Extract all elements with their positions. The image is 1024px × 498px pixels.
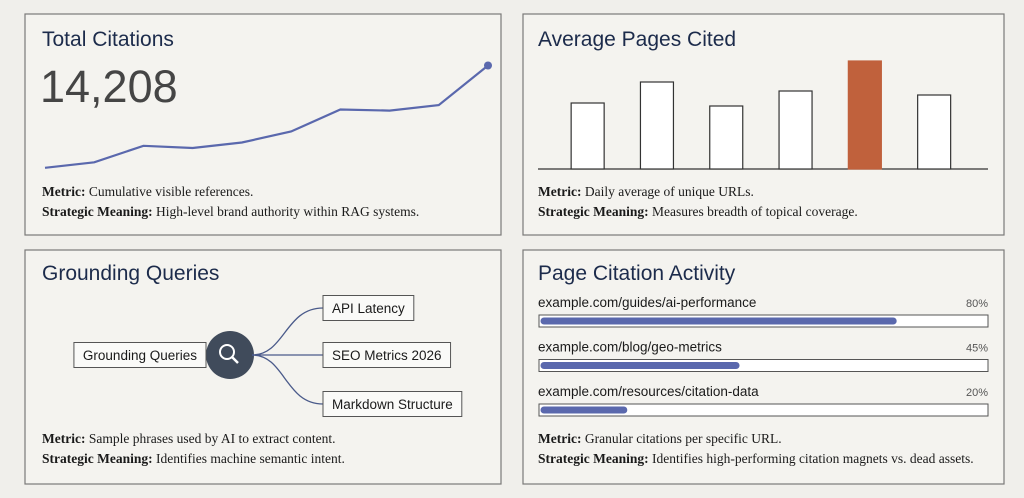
panel-title: Page Citation Activity <box>538 262 736 285</box>
url-label: example.com/resources/citation-data <box>538 384 759 399</box>
bar <box>709 105 744 170</box>
note-label: Metric: <box>42 431 85 446</box>
icon-handle <box>231 356 239 364</box>
note-text: Daily average of unique URLs. <box>585 184 754 199</box>
progress-bar <box>540 317 897 325</box>
url-label: example.com/guides/ai-performance <box>538 295 756 310</box>
node-label: Grounding Queries <box>83 348 197 363</box>
note: Strategic Meaning: Identifies machine se… <box>42 451 345 466</box>
url-label: example.com/blog/geo-metrics <box>538 340 722 355</box>
bar <box>639 81 675 170</box>
line <box>44 64 489 169</box>
note-text: Granular citations per specific URL. <box>585 431 782 446</box>
headline: 14,208 <box>40 61 178 112</box>
note: Strategic Meaning: High-level brand auth… <box>42 204 419 219</box>
note: Strategic Meaning: Identifies high-perfo… <box>538 451 974 466</box>
value-label: 80% <box>966 298 988 310</box>
diagram: Grounding Queries API Latency SEO Metrics … <box>73 295 463 417</box>
note-label: Strategic Meaning: <box>42 204 153 219</box>
panel-title: Grounding Queries <box>42 262 219 285</box>
note-text: Sample phrases used by AI to extract con… <box>89 431 336 446</box>
note-text: Cumulative visible references. <box>89 184 254 199</box>
note-label: Metric: <box>538 431 581 446</box>
connector <box>251 354 324 405</box>
node-box <box>322 391 463 417</box>
progress-bar <box>540 362 740 369</box>
node-box <box>73 342 207 368</box>
progress-track <box>538 403 989 417</box>
value-label: 20% <box>966 387 988 399</box>
progress-bar <box>540 406 628 414</box>
note-text: Identifies high-performing citation magn… <box>652 451 974 466</box>
icon-lens <box>219 344 235 360</box>
note-label: Strategic Meaning: <box>538 451 649 466</box>
note: Metric: Granular citations per specific … <box>538 431 782 446</box>
panel <box>24 13 502 236</box>
bar <box>847 60 882 170</box>
end-marker <box>484 61 492 70</box>
note: Strategic Meaning: Measures breadth of t… <box>538 204 858 219</box>
node-label: Markdown Structure <box>332 397 453 412</box>
value-label: 45% <box>966 343 988 355</box>
note-label: Strategic Meaning: <box>42 451 153 466</box>
node-box <box>322 295 415 321</box>
panel-title: Total Citations <box>42 28 174 51</box>
bar <box>570 102 605 170</box>
bar <box>917 94 952 170</box>
bar <box>778 90 813 170</box>
node-label: API Latency <box>332 301 405 316</box>
note: Metric: Daily average of unique URLs. <box>538 184 754 199</box>
note-text: Measures breadth of topical coverage. <box>652 204 858 219</box>
note-text: Identifies machine semantic intent. <box>156 451 345 466</box>
node-label: SEO Metrics 2026 <box>332 348 442 363</box>
note-text: High-level brand authority within RAG sy… <box>156 204 419 219</box>
note: Metric: Cumulative visible references. <box>42 184 253 199</box>
connector <box>251 307 324 356</box>
note-label: Metric: <box>538 184 581 199</box>
note-label: Metric: <box>42 184 85 199</box>
note: Metric: Sample phrases used by AI to ext… <box>42 431 336 446</box>
note-label: Strategic Meaning: <box>538 204 649 219</box>
node-box <box>322 342 452 368</box>
panel-title: Average Pages Cited <box>538 28 736 51</box>
search-icon <box>206 331 254 379</box>
